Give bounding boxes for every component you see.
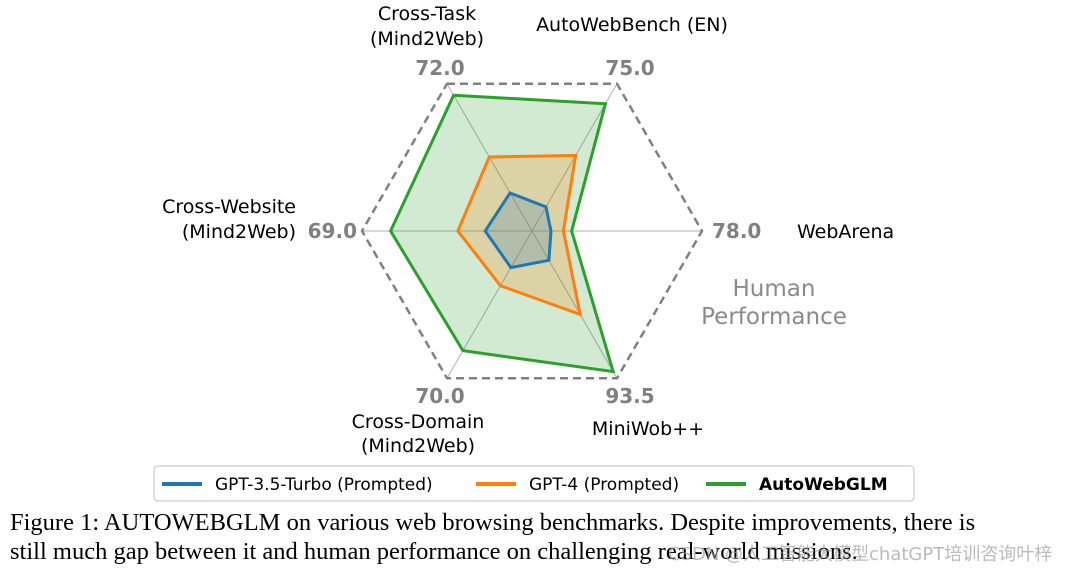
human-performance-outline <box>360 82 704 380</box>
radar-series <box>388 93 616 374</box>
radar-chart: 72.0 Cross-Task (Mind2Web) 75.0 AutoWebBench… <box>153 3 915 502</box>
caption-line-1: Figure 1: AUTOWEBGLM on various web brow… <box>10 508 1080 537</box>
max-label-0: 72.0 <box>415 56 464 80</box>
axis-name-3-0: MiniWob++ <box>592 418 704 440</box>
max-label-3: 93.5 <box>605 384 654 408</box>
legend-label-2: AutoWebGLM <box>759 475 888 495</box>
watermark: CSDN @人工智能大模型chatGPT培训咨询叶梓 <box>668 544 1053 565</box>
caption-line-2: still much gap between it and human perf… <box>10 538 858 565</box>
legend-label-0: GPT-3.5-Turbo (Prompted) <box>215 475 433 495</box>
human-performance-label-line-2: Performance <box>701 304 847 330</box>
series-autowebglm <box>388 93 616 374</box>
axis-name-4-0: Cross-Domain <box>352 411 485 433</box>
axis-labels: 72.0 Cross-Task (Mind2Web) 75.0 AutoWebBench… <box>162 3 894 457</box>
axis-name-4-1: (Mind2Web) <box>361 435 475 457</box>
max-label-5: 69.0 <box>308 219 357 243</box>
human-performance-label-line-1: Human <box>733 276 816 302</box>
axis-name-5-1: (Mind2Web) <box>182 221 296 243</box>
legend-label-1: GPT-4 (Prompted) <box>529 475 679 495</box>
spoke-4 <box>446 230 533 379</box>
axis-name-0-0: Cross-Task <box>378 3 476 25</box>
axis-name-1-0: AutoWebBench (EN) <box>536 14 728 36</box>
axis-name-2-0: WebArena <box>797 221 894 243</box>
max-label-1: 75.0 <box>605 56 654 80</box>
axis-name-5-0: Cross-Website <box>162 196 296 218</box>
caption-line-1-rest: on various web browsing benchmarks. Desp… <box>280 509 976 536</box>
caption-model-name: AUTOWEBGLM <box>103 509 281 536</box>
legend: GPT-3.5-Turbo (Prompted) GPT-4 (Prompted)… <box>153 465 915 502</box>
spoke-3 <box>531 230 618 379</box>
series-gpt-4-prompted <box>456 153 583 317</box>
caption-prefix: Figure 1: <box>10 509 104 536</box>
legend-box <box>153 465 915 502</box>
series-gpt-3-5-turbo-prompted <box>483 191 553 270</box>
figure-caption: Figure 1: AUTOWEBGLM on various web brow… <box>10 508 1080 566</box>
axis-name-0-1: (Mind2Web) <box>370 28 484 50</box>
max-label-4: 70.0 <box>415 384 464 408</box>
max-label-2: 78.0 <box>712 219 761 243</box>
